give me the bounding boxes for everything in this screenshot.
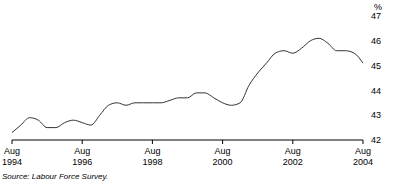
svg-text:46: 46 (371, 36, 381, 46)
svg-text:Aug2000: Aug2000 (213, 146, 233, 167)
svg-text:47: 47 (371, 11, 381, 21)
svg-text:%: % (374, 2, 382, 12)
html-text:Source: Labour Force Survey.: Source: Labour Force Survey. (2, 172, 109, 181)
svg-text:Aug1994: Aug1994 (8, 146, 22, 167)
svg-text:Aug2002: Aug2002 (283, 146, 303, 167)
svg-text:Aug1996: Aug1996 (72, 146, 92, 167)
svg-text:42: 42 (371, 135, 381, 145)
svg-text:Aug1998: Aug1998 (142, 146, 162, 167)
svg-text:45: 45 (371, 61, 381, 71)
svg-text:44: 44 (371, 86, 381, 96)
svg-text:43: 43 (371, 110, 381, 120)
svg-text:Aug2004: Aug2004 (353, 146, 373, 167)
